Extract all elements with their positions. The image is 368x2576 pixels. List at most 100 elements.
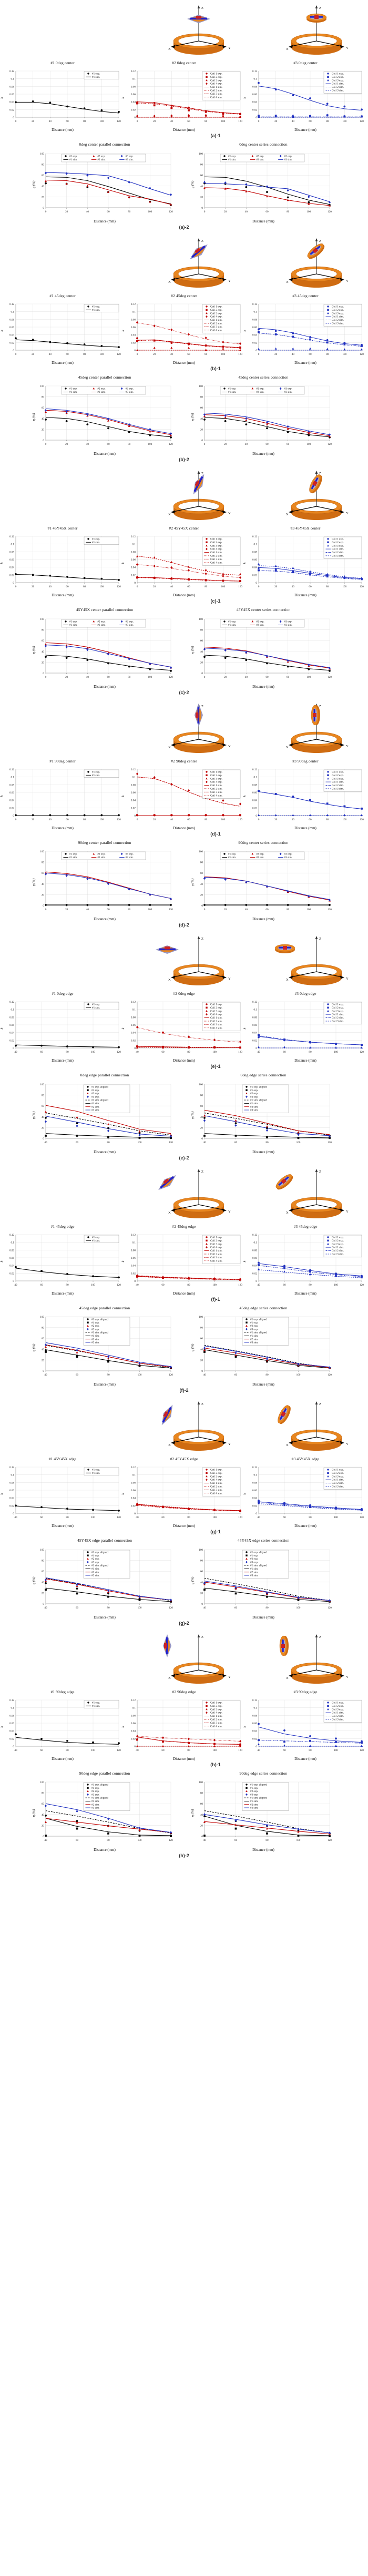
svg-text:0.12: 0.12 <box>252 768 257 771</box>
k-plot-row: #1 45deg edge k 0 0.02 0.04 0.06 0.08 0.1 0.12 40… <box>0 1224 368 1296</box>
chart-title: 45Y45X center parallel connection <box>76 607 134 613</box>
x-axis-label: Distance (mm) <box>252 917 274 921</box>
series-group <box>15 100 120 114</box>
marker-square <box>283 1267 285 1269</box>
svg-text:#1 sim.: #1 sim. <box>250 1800 258 1803</box>
svg-text:Coil 2 exp.: Coil 2 exp. <box>332 1006 344 1010</box>
k-chart-1: #1 45Y45X center k 0 0.02 0.04 0.06 0.08 0.1 0.1… <box>0 526 123 597</box>
receiver-coil <box>193 474 205 495</box>
svg-text:40: 40 <box>42 185 45 188</box>
marker-square <box>76 1356 78 1358</box>
plot-svg: 00.020.040.060.080.10.120 20 40 60 80 100 120C… <box>252 303 364 356</box>
marker-circle <box>329 669 331 672</box>
marker-triangle <box>86 185 89 187</box>
svg-text:0.06: 0.06 <box>131 1722 136 1725</box>
marker-diamond <box>187 789 190 792</box>
svg-text:#1 sim.: #1 sim. <box>91 1102 99 1105</box>
svg-text:Coil 3 sim.: Coil 3 sim. <box>210 1256 222 1259</box>
y-axis-label: k <box>242 562 247 564</box>
marker-square <box>343 343 346 345</box>
svg-text:100: 100 <box>99 818 104 821</box>
marker-circle <box>203 655 206 658</box>
svg-text:0.02: 0.02 <box>252 109 257 112</box>
marker-triangle <box>206 79 208 82</box>
y-axis-label: k <box>242 97 247 99</box>
svg-text:Coil 2 sim.: Coil 2 sim. <box>210 787 222 790</box>
eta-chart-2: 90deg edge series connection η (%) 0 20 40 60… <box>190 1771 337 1852</box>
svg-text:0.06: 0.06 <box>9 1024 14 1027</box>
x-axis <box>173 738 199 745</box>
eta-plot-cell-2: 45deg center series connection η (%) 0 20 40… <box>190 375 337 456</box>
marker-circle <box>149 668 151 670</box>
svg-text:#2 sim.: #2 sim. <box>256 856 264 859</box>
svg-text:100: 100 <box>212 1749 217 1752</box>
marker-diamond <box>265 185 269 188</box>
svg-text:40: 40 <box>200 650 203 653</box>
marker-triangle <box>44 1110 47 1113</box>
svg-text:120: 120 <box>117 120 121 123</box>
k-plot-cell-3: #3 45Y45X edge k 0 0.02 0.04 0.06 0.08 0.1 0.12 4… <box>243 1457 366 1528</box>
marker-circle <box>206 1469 208 1471</box>
svg-text:0.12: 0.12 <box>252 1001 257 1004</box>
legend-box <box>84 1235 119 1243</box>
svg-text:0.06: 0.06 <box>131 93 136 96</box>
plot-area: k 0 0.02 0.04 0.06 0.08 0.1 0.12 40 60 80 100 120 Coi… <box>121 1229 244 1294</box>
marker-square <box>335 1043 337 1045</box>
plot-area: k 0 0.02 0.04 0.06 0.08 0.1 0.12 0 20 40 60 80 100 120… <box>121 299 244 363</box>
marker-diamond <box>138 1826 141 1830</box>
svg-text:#3 exp.: #3 exp. <box>250 1328 258 1331</box>
svg-text:#2 exp.: #2 exp. <box>250 1092 258 1095</box>
marker-circle <box>246 1318 248 1320</box>
svg-text:Z: Z <box>201 1635 203 1639</box>
marker-triangle <box>203 1820 206 1823</box>
marker-circle <box>100 109 103 111</box>
svg-text:40: 40 <box>200 418 203 421</box>
k-chart-2: #2 0deg center k 0 0.02 0.04 0.06 0.08 0.1 0.12 0… <box>121 60 244 132</box>
svg-text:60: 60 <box>283 1284 286 1287</box>
marker-triangle <box>309 1273 312 1275</box>
marker-circle <box>118 111 120 113</box>
marker-circle <box>327 305 329 308</box>
svg-text:100: 100 <box>99 353 104 356</box>
svg-text:120: 120 <box>360 1284 364 1287</box>
k-plot-cell-3: #3 90deg edge k 0 0.02 0.04 0.06 0.08 0.1 0.12 40… <box>243 1689 366 1761</box>
svg-text:60: 60 <box>42 1570 45 1573</box>
svg-text:Coil 4 exp.: Coil 4 exp. <box>210 780 222 783</box>
panel-label-2: (c)-2 <box>179 689 189 695</box>
series-group <box>257 1723 363 1747</box>
marker-diamond <box>279 387 282 390</box>
svg-text:Z: Z <box>201 1170 203 1174</box>
svg-text:#1 sim.: #1 sim. <box>69 391 77 394</box>
marker-diamond <box>206 83 208 85</box>
marker-circle <box>206 770 208 773</box>
y-axis-label: η (%) <box>190 1576 195 1584</box>
legend-box <box>84 72 119 79</box>
plot-area: η (%) 0 20 40 60 80 100 40 60 80 100 120 #1 exp. ali… <box>190 1078 337 1152</box>
section-g: Z X Y Z X Y #1 45Y45X edge k 0 0.02 0.04 0.06 0.08 0.… <box>0 1396 368 1629</box>
series-line <box>137 1275 241 1280</box>
marker-triangle <box>206 1708 208 1710</box>
svg-text:#1 sim. aligned: #1 sim. aligned <box>250 1564 267 1567</box>
marker-circle <box>107 662 109 664</box>
y-axis-label: k <box>0 1493 4 1495</box>
svg-text:#2 exp.: #2 exp. <box>250 1790 258 1793</box>
svg-text:#1 exp.: #1 exp. <box>228 155 236 158</box>
svg-text:0: 0 <box>45 676 47 679</box>
svg-text:0: 0 <box>45 443 47 446</box>
marker-circle <box>86 904 89 906</box>
marker-square <box>170 1835 172 1837</box>
svg-text:Coil 3 exp.: Coil 3 exp. <box>332 545 344 548</box>
series-group <box>15 1044 120 1048</box>
svg-text:#1 exp.: #1 exp. <box>250 1321 258 1325</box>
x-axis <box>291 1204 317 1210</box>
legend-box <box>323 1235 362 1257</box>
rx-coil-red <box>195 480 200 487</box>
